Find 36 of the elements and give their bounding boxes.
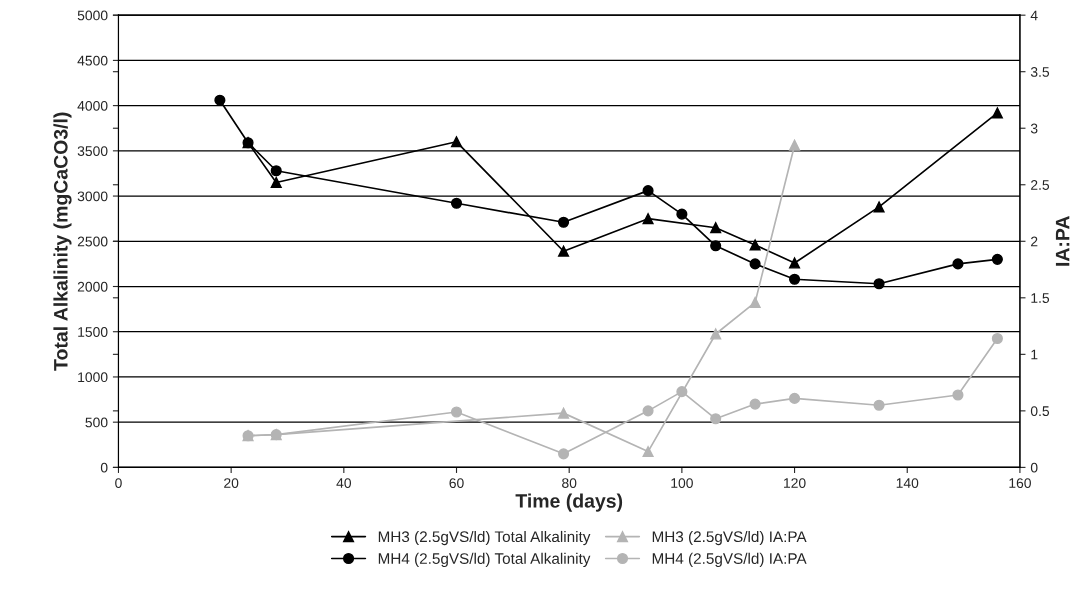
y2-tick-label: 2.5	[1031, 180, 1050, 190]
y2-tick-label: 1	[1031, 349, 1038, 360]
y2-axis-title: IA:PA	[1055, 216, 1070, 266]
x-tick-label: 80	[562, 478, 577, 489]
x-tick-label: 0	[115, 478, 122, 489]
x-axis-title: Time (days)	[515, 493, 623, 512]
y-tick-label: 2500	[77, 236, 108, 247]
legend-label: MH4 (2.5gVS/ld) Total Alkalinity	[378, 552, 591, 568]
y2-tick-label: 2	[1031, 236, 1038, 247]
y-tick-label: 2000	[77, 281, 108, 292]
y-tick-label: 0	[100, 462, 108, 473]
legend-label: MH4 (2.5gVS/ld) IA:PA	[652, 552, 807, 568]
y-axis-title: Total Alkalinity (mgCaCO3/l)	[53, 112, 72, 371]
x-tick-label: 140	[896, 478, 919, 489]
y2-tick-label: 0	[1030, 462, 1038, 473]
y-tick-label: 1000	[78, 372, 108, 383]
y2-tick-label: 1.5	[1031, 293, 1050, 303]
y2-tick-label: 3.5	[1030, 67, 1050, 77]
x-tick-label: 40	[336, 478, 352, 489]
x-tick-label: 160	[1009, 478, 1031, 489]
x-tick-label: 100	[671, 478, 693, 489]
y-tick-label: 3500	[77, 146, 108, 157]
y2-tick-label: 0.5	[1030, 406, 1050, 417]
y-tick-label: 4500	[77, 55, 108, 66]
y-tick-label: 4000	[77, 100, 108, 111]
x-tick-label: 20	[224, 478, 239, 489]
legend-label: MH3 (2.5gVS/ld) IA:PA	[652, 530, 807, 546]
x-tick-label: 120	[784, 478, 806, 489]
y2-tick-label: 3	[1030, 123, 1038, 134]
y-tick-label: 500	[85, 417, 108, 428]
y-tick-label: 5000	[77, 10, 108, 21]
y-tick-label: 3000	[77, 191, 108, 202]
y2-tick-label: 4	[1030, 10, 1038, 21]
x-tick-label: 60	[449, 478, 464, 489]
legend-label: MH3 (2.5gVS/ld) Total Alkalinity	[378, 530, 591, 546]
y-tick-label: 1500	[78, 327, 108, 337]
